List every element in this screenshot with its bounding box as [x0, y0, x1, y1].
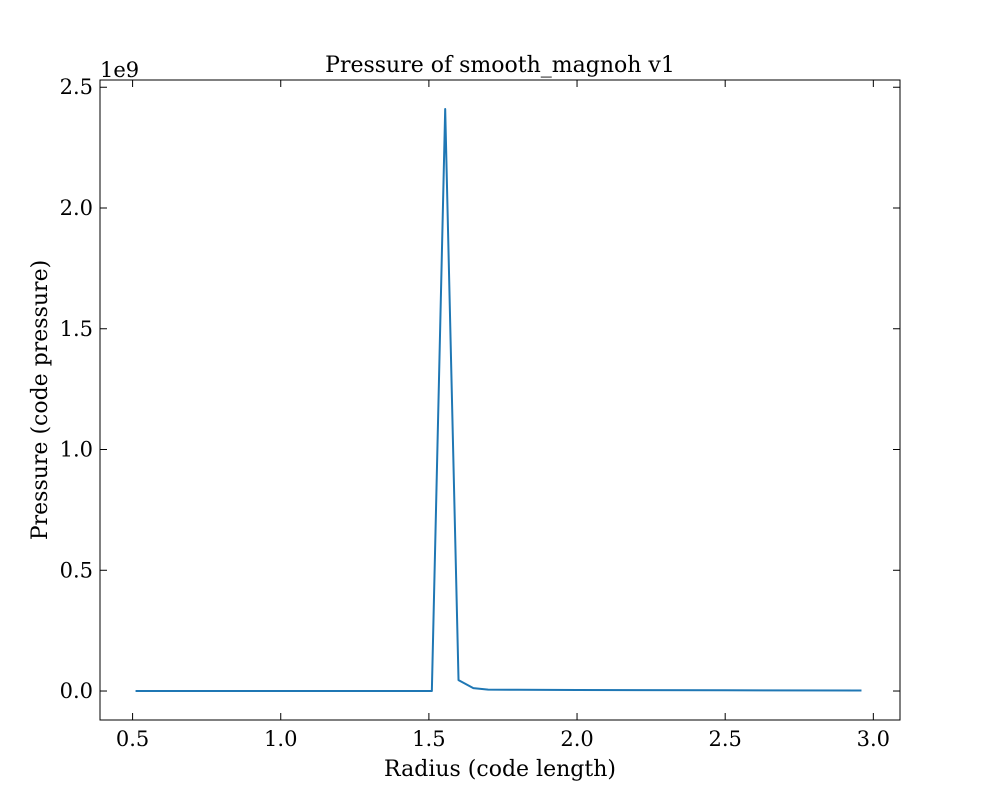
- y-offset-label: 1e9: [100, 58, 139, 82]
- series-line-1: [135, 107, 862, 693]
- y-tick-label: 1.5: [60, 317, 93, 341]
- y-axis-label: Pressure (code pressure): [28, 260, 53, 540]
- x-tick-label: 2.0: [560, 727, 593, 751]
- x-tick-label: 0.5: [116, 727, 149, 751]
- x-axis-label: Radius (code length): [384, 757, 616, 782]
- y-tick-label: 1.0: [60, 438, 93, 462]
- plot-area: 0.5 1.0 1.5 2.0 2.5 3.0 0.0 0.5 1.0 1.5 2.0 2.5: [60, 75, 901, 751]
- y-tick-label: 0.5: [60, 558, 93, 582]
- x-tick-label: 2.5: [708, 727, 741, 751]
- axes-frame: [99, 79, 901, 721]
- x-tick-label: 1.0: [264, 727, 297, 751]
- x-tick-label: 3.0: [857, 727, 890, 751]
- chart-title: Pressure of smooth_magnoh v1: [325, 53, 675, 78]
- y-tick-label: 0.0: [60, 679, 93, 703]
- y-tick-label: 2.5: [60, 75, 93, 99]
- y-tick-label: 2.0: [60, 196, 93, 220]
- x-tick-label: 1.5: [412, 727, 445, 751]
